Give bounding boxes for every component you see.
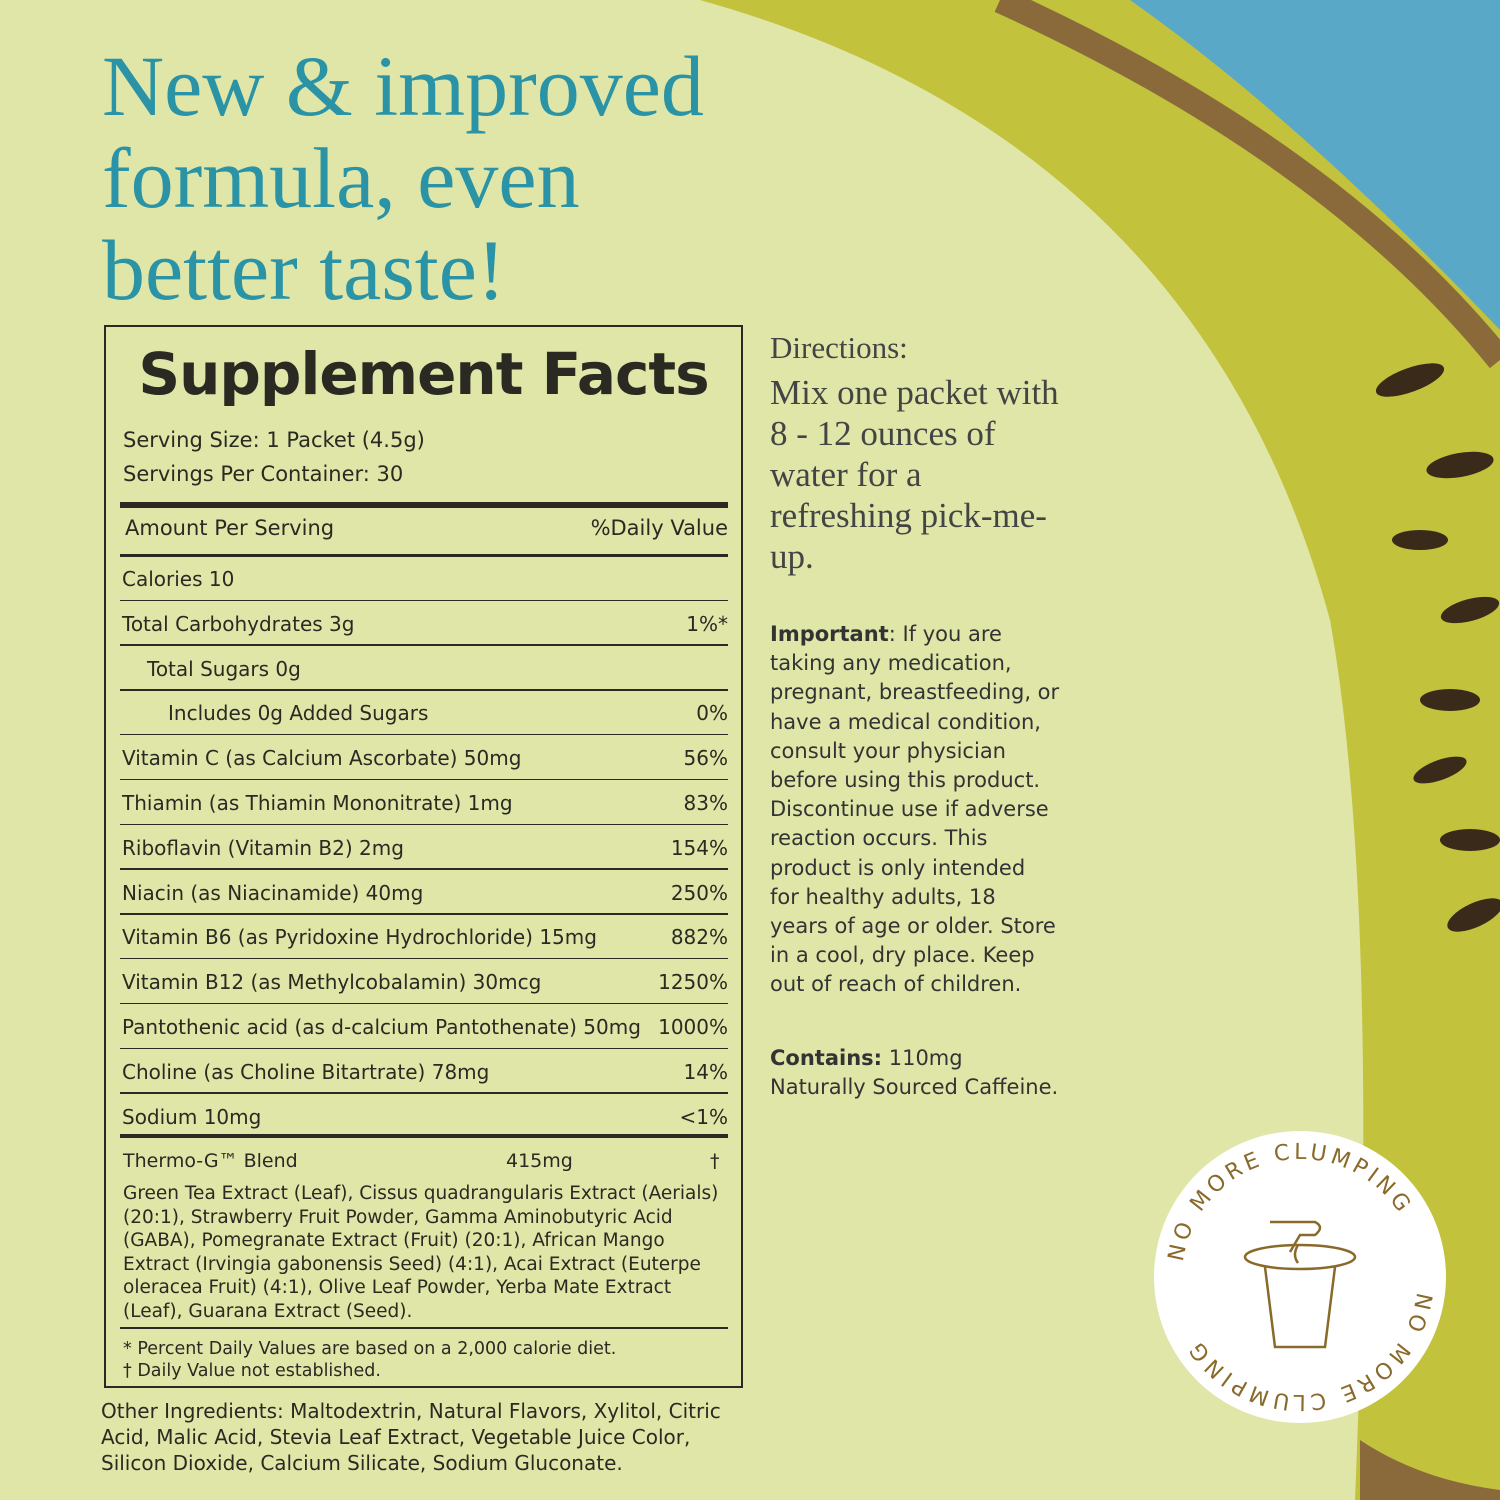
row-label: Total Sugars 0g	[147, 656, 301, 681]
facts-row: Riboflavin (Vitamin B2) 2mg 154%	[120, 826, 728, 870]
facts-title: Supplement Facts	[138, 340, 709, 408]
facts-row: Total Sugars 0g	[120, 647, 728, 691]
facts-row: Includes 0g Added Sugars 0%	[120, 691, 728, 736]
label: Important	[770, 622, 889, 646]
amount-header: Amount Per Serving	[125, 516, 335, 540]
row-label: Vitamin B6 (as Pyridoxine Hydrochloride)…	[122, 925, 597, 950]
rule	[120, 599, 728, 601]
rule	[120, 1092, 728, 1094]
facts-row: Vitamin B12 (as Methylcobalamin) 30mcg 12…	[120, 960, 728, 1005]
blend-amount: 415mg	[506, 1150, 573, 1172]
text: : If you are taking any medication, preg…	[770, 622, 1060, 997]
row-dv: 154%	[670, 835, 728, 860]
facts-row: Choline (as Choline Bitartrate) 78mg 14%	[120, 1050, 728, 1094]
label: Other Ingredients:	[101, 1399, 284, 1423]
facts-row: Niacin (as Niacinamide) 40mg 250%	[120, 871, 728, 915]
row-label: Sodium 10mg	[122, 1104, 262, 1129]
rule	[120, 823, 728, 825]
row-dv: 1%*	[686, 611, 728, 636]
row-label: Pantothenic acid (as d-calcium Pantothen…	[122, 1015, 641, 1039]
facts-row: Calories 10	[120, 557, 728, 601]
contains: Contains: 110mg Naturally Sourced Caffei…	[770, 1044, 1060, 1102]
row-label: Vitamin B12 (as Methylcobalamin) 30mcg	[122, 970, 542, 995]
label: Contains:	[770, 1046, 883, 1070]
row-label: Calories 10	[122, 567, 235, 591]
rule	[120, 957, 728, 960]
dv-header: %Daily Value	[590, 516, 728, 540]
directions-label: Directions:	[770, 330, 908, 365]
rule	[120, 868, 728, 870]
row-dv: 83%	[683, 791, 728, 815]
row-label: Total Carbohydrates 3g	[122, 611, 355, 636]
footnote: * Percent Daily Values are based on a 2,…	[123, 1339, 617, 1359]
rule	[120, 1047, 728, 1049]
row-dv: 1000%	[658, 1015, 728, 1039]
row-label: Thiamin (as Thiamin Mononitrate) 1mg	[122, 791, 513, 815]
directions-text: Mix one packet with 8 - 12 ounces of wat…	[770, 373, 1059, 576]
rule	[120, 689, 728, 691]
row-label: Riboflavin (Vitamin B2) 2mg	[122, 835, 404, 860]
facts-row: Vitamin C (as Calcium Ascorbate) 50mg 56%	[120, 736, 728, 781]
rule	[120, 502, 728, 508]
row-dv: <1%	[679, 1104, 729, 1129]
row-label: Choline (as Choline Bitartrate) 78mg	[122, 1059, 490, 1084]
important: Important: If you are taking any medicat…	[770, 620, 1060, 1000]
text: Maltodextrin, Natural Flavors, Xylitol, …	[101, 1399, 721, 1475]
row-dv: 882%	[670, 925, 728, 950]
facts-row: Total Carbohydrates 3g 1%*	[120, 602, 728, 646]
rule	[120, 1002, 728, 1005]
row-dv: 56%	[683, 746, 728, 771]
facts-row: Vitamin B6 (as Pyridoxine Hydrochloride)…	[120, 915, 728, 960]
blend-ingredients: Green Tea Extract (Leaf), Cissus quadran…	[123, 1183, 719, 1322]
row-label: Niacin (as Niacinamide) 40mg	[122, 880, 424, 905]
row-dv: 14%	[683, 1059, 728, 1084]
row-dv: 0%	[696, 701, 728, 726]
rule	[120, 1134, 728, 1138]
rule	[120, 733, 728, 736]
rule	[120, 644, 728, 646]
badge: NO MORE CLUMPING NO MORE CLUMPING	[1154, 1131, 1446, 1423]
blend-name: Thermo-G™ Blend	[123, 1150, 298, 1172]
facts-row: Thiamin (as Thiamin Mononitrate) 1mg 83%	[120, 781, 728, 825]
other-ingredients: Other Ingredients: Maltodextrin, Natural…	[101, 1398, 721, 1476]
rule	[120, 913, 728, 915]
rule	[120, 1327, 728, 1329]
facts-row: Pantothenic acid (as d-calcium Pantothen…	[120, 1005, 728, 1049]
facts-row: Sodium 10mg <1%	[122, 1095, 728, 1139]
servings-per-container: Servings Per Container: 30	[123, 462, 404, 486]
footnote: † Daily Value not established.	[123, 1361, 381, 1381]
headline: New & improved formula, even better tast…	[102, 38, 704, 318]
serving-size: Serving Size: 1 Packet (4.5g)	[123, 428, 425, 452]
row-dv: 250%	[670, 880, 728, 905]
blend-dv: †	[710, 1150, 720, 1172]
facts-box	[104, 325, 743, 1388]
row-label: Includes 0g Added Sugars	[168, 701, 429, 726]
rule	[120, 778, 728, 781]
rule	[120, 554, 728, 557]
row-label: Vitamin C (as Calcium Ascorbate) 50mg	[122, 746, 522, 771]
row-dv: 1250%	[658, 970, 728, 995]
text: 110mg Naturally Sourced Caffeine.	[770, 1046, 1059, 1099]
